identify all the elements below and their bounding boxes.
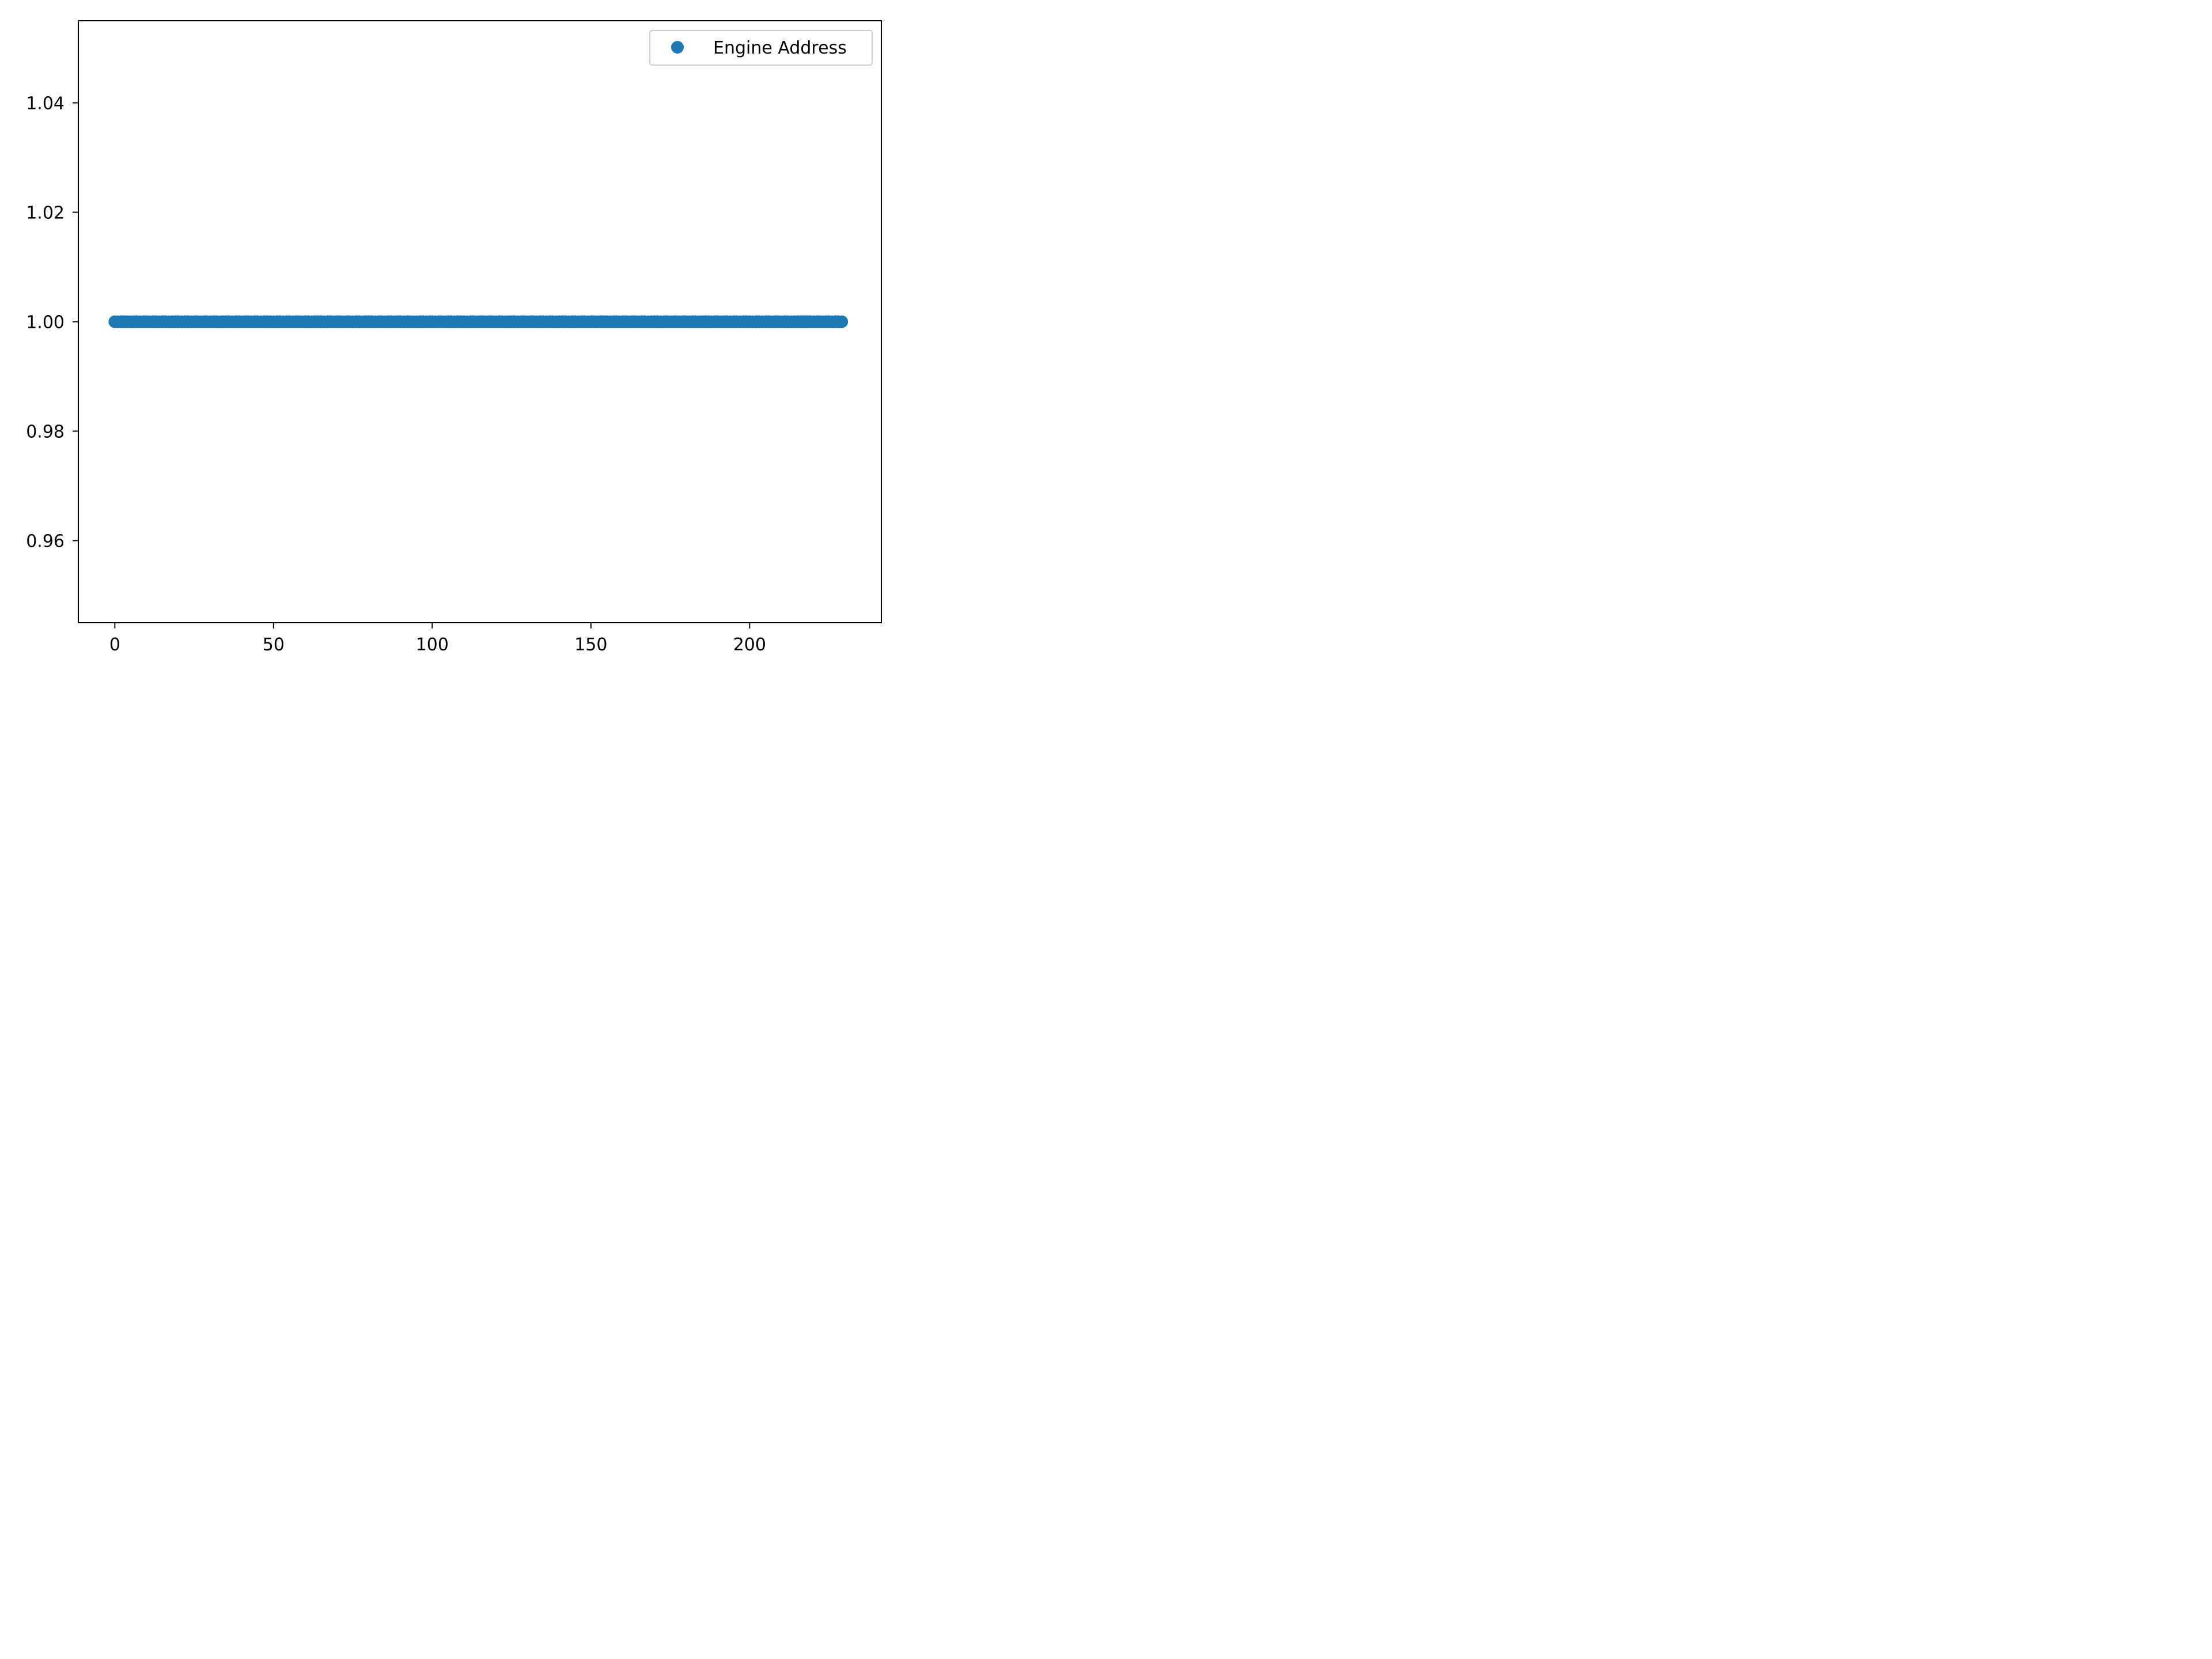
y-tick-label: 1.02 <box>26 203 65 224</box>
x-tick-label: 200 <box>733 635 766 655</box>
y-tick-label: 0.98 <box>26 422 65 442</box>
legend: Engine Address <box>649 30 873 66</box>
x-axis: 0 50 100 150 200 <box>109 623 766 655</box>
legend-marker <box>671 41 684 54</box>
chart-container: 0 50 100 150 200 0.96 0.98 1.00 1.02 1.04 Engine… <box>0 0 896 672</box>
y-axis: 0.96 0.98 1.00 1.02 1.04 <box>26 94 78 552</box>
scatter-chart: 0 50 100 150 200 0.96 0.98 1.00 1.02 1.04 Engine… <box>26 20 882 655</box>
data-point <box>835 315 849 328</box>
x-tick-label: 100 <box>416 635 449 655</box>
legend-box <box>649 30 873 66</box>
legend-label: Engine Address <box>713 38 847 58</box>
y-tick-label: 0.96 <box>26 532 65 552</box>
data-points <box>108 315 849 328</box>
y-tick-label: 1.04 <box>26 94 65 114</box>
y-tick-label: 1.00 <box>26 313 65 333</box>
x-tick-label: 50 <box>263 635 285 655</box>
x-tick-label: 0 <box>109 635 120 655</box>
x-tick-label: 150 <box>574 635 607 655</box>
